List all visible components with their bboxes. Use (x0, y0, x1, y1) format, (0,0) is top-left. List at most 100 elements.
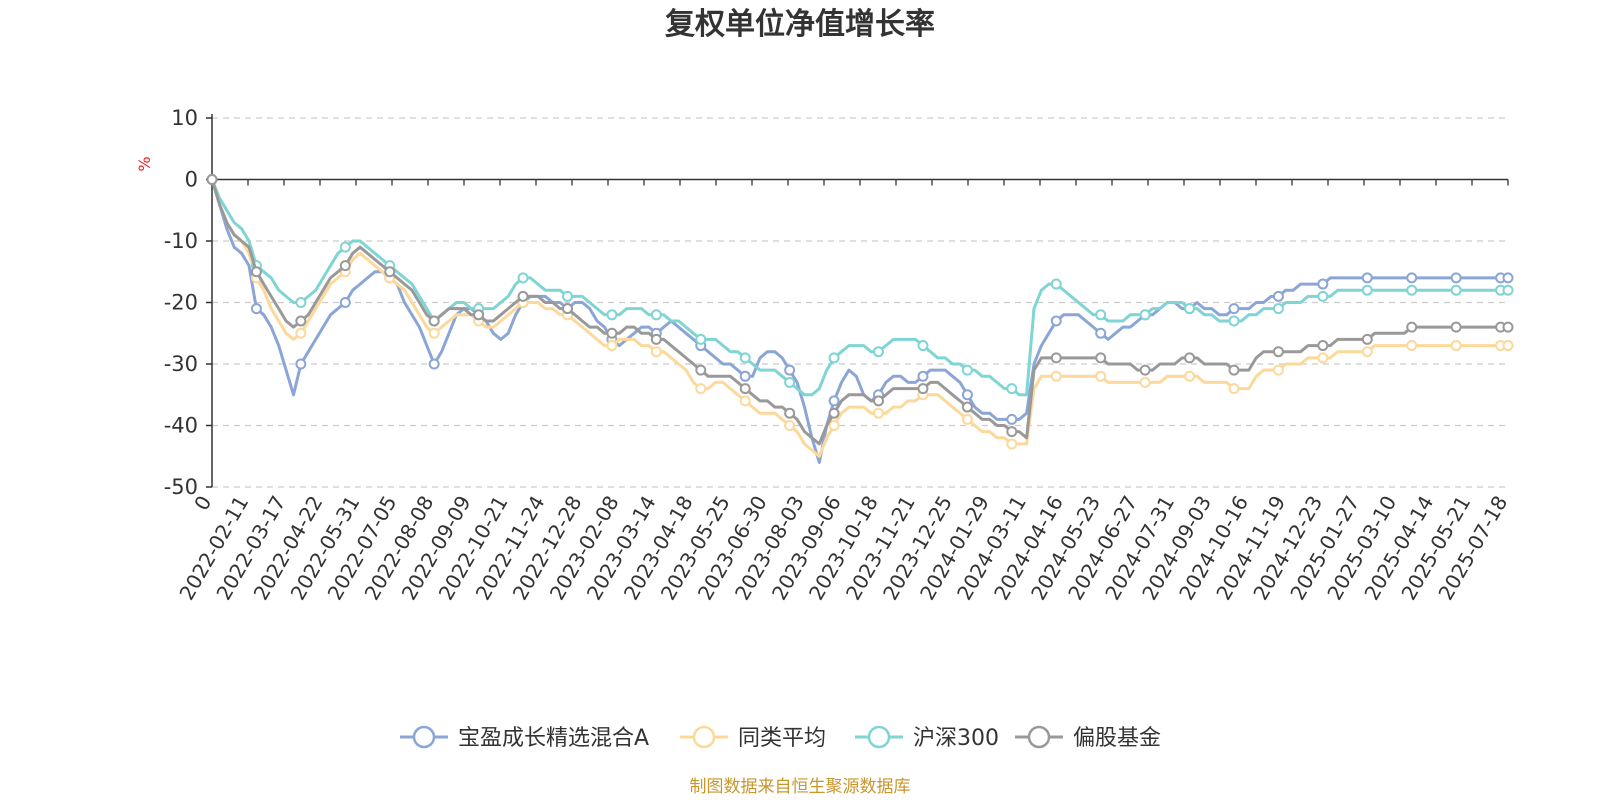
y-tick-label: -40 (164, 414, 198, 438)
y-tick-label: 0 (185, 168, 198, 192)
data-point (1406, 340, 1418, 352)
data-point (1139, 376, 1151, 388)
data-point (1006, 426, 1018, 438)
legend-label: 宝盈成长精选混合A (458, 726, 649, 751)
data-point (1450, 321, 1462, 333)
data-point (784, 376, 796, 388)
data-point (1450, 340, 1462, 352)
data-point (428, 327, 440, 339)
legend-circle-icon (867, 725, 891, 749)
data-point (1184, 352, 1196, 364)
data-point (784, 364, 796, 376)
data-point (873, 346, 885, 358)
legend[interactable]: 宝盈成长精选混合A 同类平均 沪深300 偏股基金 (400, 725, 1161, 751)
data-point (1450, 284, 1462, 296)
y-axis-unit: % (135, 156, 154, 171)
data-point (1361, 272, 1373, 284)
x-tick-labels: 02022-02-112022-03-172022-04-222022-05-3… (174, 491, 1512, 604)
legend-circle-icon (1027, 725, 1051, 749)
legend-item-2[interactable]: 沪深300 (855, 725, 999, 751)
data-point (1317, 340, 1329, 352)
data-point (295, 327, 307, 339)
data-point (517, 272, 529, 284)
data-point (828, 395, 840, 407)
series-line-3 (210, 179, 1508, 446)
data-point (1272, 346, 1284, 358)
data-point (1406, 321, 1418, 333)
data-point (650, 333, 662, 345)
data-point (384, 266, 396, 278)
legend-item-1[interactable]: 同类平均 (680, 725, 826, 751)
data-point (206, 174, 218, 185)
data-point (961, 389, 973, 401)
data-point (784, 420, 796, 431)
legend-circle-icon (412, 725, 436, 749)
data-point (1272, 364, 1284, 376)
y-tick-label: -10 (164, 229, 198, 253)
legend-item-0[interactable]: 宝盈成长精选混合A (400, 725, 649, 751)
data-point (1228, 303, 1240, 315)
series-line-1 (210, 179, 1508, 458)
data-point (873, 395, 885, 407)
data-point (784, 407, 796, 419)
data-point (1361, 346, 1373, 358)
data-point (1095, 327, 1107, 339)
data-point (1184, 370, 1196, 382)
data-point (1317, 290, 1329, 302)
data-point (428, 315, 440, 327)
data-point (739, 370, 751, 382)
y-tick-label: 10 (171, 106, 198, 130)
data-point (1228, 364, 1240, 376)
data-point (961, 364, 973, 376)
data-point (517, 290, 529, 302)
data-point (339, 297, 351, 308)
data-point (1361, 284, 1373, 296)
data-point (695, 383, 707, 395)
data-point (1361, 333, 1373, 345)
data-point (1502, 321, 1514, 333)
data-point (1095, 352, 1107, 364)
data-point (917, 340, 929, 352)
data-point (1050, 370, 1062, 382)
legend-item-3[interactable]: 偏股基金 (1015, 725, 1161, 751)
series-line-0 (210, 179, 1508, 464)
legend-label: 同类平均 (738, 726, 826, 751)
y-tick-label: -30 (164, 352, 198, 376)
data-point (1272, 290, 1284, 302)
series-lines (206, 174, 1514, 464)
data-point (873, 407, 885, 419)
axes (206, 114, 1509, 488)
data-point (606, 309, 618, 321)
data-point (1228, 383, 1240, 395)
data-point (339, 260, 351, 272)
data-point (339, 241, 351, 253)
data-point (561, 290, 573, 302)
data-point (295, 358, 307, 370)
data-point (1502, 284, 1514, 296)
data-point (1317, 278, 1329, 290)
data-point (1502, 272, 1514, 284)
data-point (1006, 383, 1018, 395)
chart-title: 复权单位净值增长率 (665, 7, 935, 42)
data-point (1406, 284, 1418, 296)
data-point (917, 370, 929, 382)
data-point (1139, 309, 1151, 321)
data-point (917, 383, 929, 395)
data-point (961, 401, 973, 413)
data-point (1228, 315, 1240, 327)
data-point (739, 395, 751, 407)
y-tick-label: -20 (164, 291, 198, 315)
data-point (295, 315, 307, 327)
data-point (295, 297, 307, 308)
data-point (250, 266, 262, 278)
data-point (606, 327, 618, 339)
data-point (428, 358, 440, 370)
data-point (1502, 340, 1514, 352)
legend-circle-icon (692, 725, 716, 749)
data-point (1450, 272, 1462, 284)
data-point (828, 420, 840, 431)
data-point (1095, 370, 1107, 382)
series-line-2 (210, 178, 1508, 397)
